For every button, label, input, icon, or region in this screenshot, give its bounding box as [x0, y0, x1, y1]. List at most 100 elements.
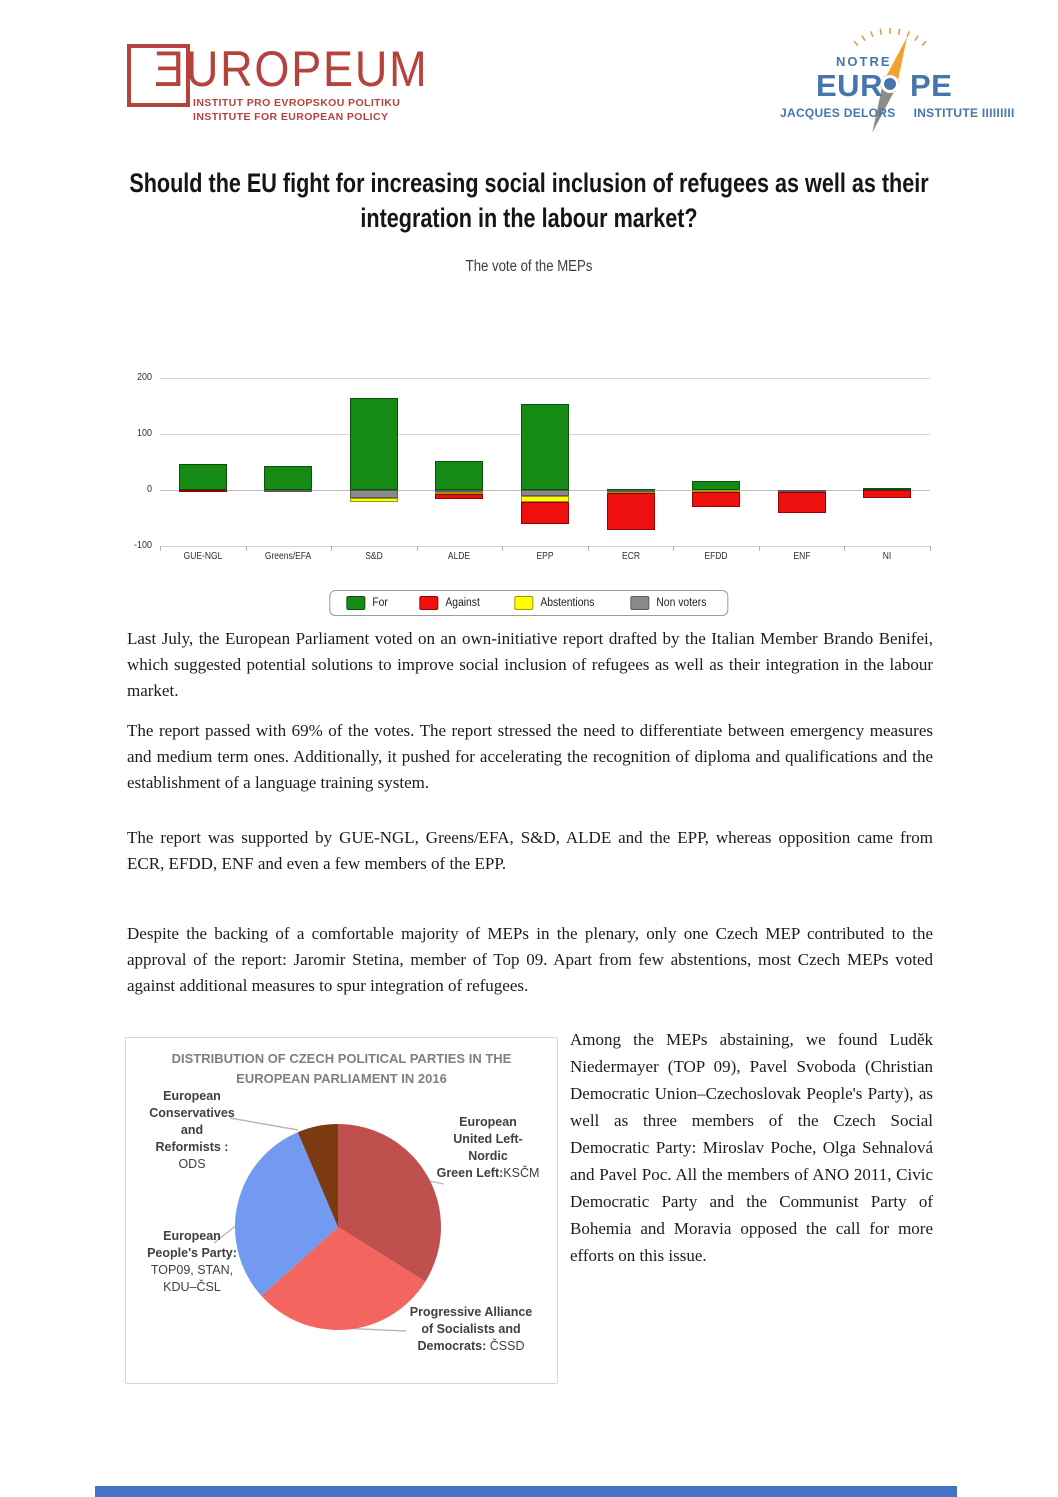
- legend-label-for: For: [372, 597, 388, 609]
- pie-chart: [213, 1117, 445, 1332]
- category-label-NI: NI: [882, 551, 892, 562]
- europeum-wordmark: ƎUROPEUM: [154, 41, 429, 97]
- pie-chart-title: DISTRIBUTION OF CZECH POLITICAL PARTIES …: [126, 1049, 557, 1089]
- pie-slice-TOP09-STAN-KDU-SL: [235, 1132, 338, 1296]
- europe-wordmark-gap: [883, 68, 910, 104]
- bar-segment-against-EFDD: [692, 491, 741, 508]
- pie-chart-box: DISTRIBUTION OF CZECH POLITICAL PARTIES …: [125, 1037, 558, 1384]
- bar-segment-abstentions-EPP: [521, 495, 569, 502]
- legend-label-non-voters: Non voters: [656, 597, 707, 609]
- institute-text: INSTITUTE IIIIIIIII: [913, 106, 1015, 120]
- x-axis-tick: [416, 546, 418, 551]
- pie-label-kscm-party: KSČM: [503, 1166, 540, 1180]
- pie-label-cssd: Progressive Alliance of Socialists and D…: [379, 1304, 563, 1355]
- bar-segment-non-voters-EPP: [521, 490, 569, 496]
- x-axis-tick: [502, 546, 504, 551]
- chart-legend: For Against Abstentions Non voters: [329, 590, 729, 616]
- x-axis-tick: [160, 546, 161, 551]
- y-axis-label-100: 100: [136, 428, 152, 439]
- category-label-Greens/EFA: Greens/EFA: [265, 551, 312, 562]
- bar-segment-non-voters-S&D: [349, 490, 398, 498]
- europeum-subtitle-cz: INSTITUT PRO EVROPSKOU POLITIKU: [193, 97, 401, 109]
- gridline--100: [160, 546, 930, 547]
- jacques-delors-text: JACQUES DELORS: [780, 106, 896, 120]
- pie-label-kscm-group: European United Left- Nordic Green Left:: [436, 1115, 523, 1180]
- notre-europe-logo: NOTRE EUR PE JACQUES DELORS INSTITUTE III…: [780, 28, 1015, 133]
- pie-label-ods: European Conservatives and Reformists : …: [126, 1088, 258, 1173]
- bar-segment-for-EPP: [521, 403, 569, 490]
- bar-chart: For Against Abstentions Non voters 200 10…: [122, 293, 936, 625]
- legend-label-abstentions: Abstentions: [539, 597, 595, 609]
- pie-slice-ODS: [297, 1124, 338, 1227]
- bar-segment-against-ECR: [606, 493, 655, 530]
- category-label-ALDE: ALDE: [448, 551, 471, 562]
- bar-segment-for-ALDE: [435, 460, 484, 490]
- bar-segment-against-GUE-NGL: [178, 490, 227, 492]
- pie-label-ods-group: European Conservatives and Reformists :: [149, 1089, 235, 1154]
- page-title: Should the EU fight for increasing socia…: [129, 168, 929, 233]
- next-page-header-bar: [95, 1486, 957, 1497]
- category-label-GUE-NGL: GUE-NGL: [183, 551, 223, 562]
- bar-segment-non-voters-Greens/EFA: [264, 490, 313, 492]
- bar-segment-for-NI: [863, 488, 912, 491]
- legend-item-against: Against: [419, 596, 484, 610]
- bar-segment-against-NI: [863, 490, 912, 499]
- gridline-200: [160, 378, 930, 379]
- paragraph-4: Despite the backing of a comfortable maj…: [127, 924, 933, 995]
- paragraph-1: Last July, the European Parliament voted…: [127, 629, 933, 700]
- bar-segment-for-S&D: [349, 398, 398, 490]
- paragraph-2: The report passed with 69% of the votes.…: [127, 721, 933, 792]
- europeum-subtitle-en: INSTITUTE FOR EUROPEAN POLICY: [193, 111, 389, 123]
- category-label-ECR: ECR: [621, 551, 640, 562]
- legend-swatch-against: [419, 596, 439, 610]
- x-axis-tick: [587, 546, 589, 551]
- europeum-logo: ƎUROPEUM INSTITUT PRO EVROPSKOU POLITIKU…: [127, 44, 427, 128]
- bar-segment-against-EPP: [521, 501, 569, 525]
- x-axis-tick: [930, 546, 931, 551]
- bar-segment-abstentions-S&D: [349, 497, 398, 503]
- europeum-square-icon: [127, 44, 190, 107]
- legend-swatch-non-voters: [630, 596, 650, 610]
- bar-segment-against-ALDE: [435, 494, 484, 499]
- category-label-EFDD: EFDD: [704, 551, 728, 562]
- pie-label-epp: European People's Party: TOP09, STAN, KD…: [126, 1228, 258, 1296]
- pie-label-kscm: European United Left- Nordic Green Left:…: [426, 1114, 550, 1182]
- legend-item-for: For: [346, 596, 389, 610]
- europe-wordmark-right: PE: [909, 68, 953, 103]
- y-axis-label-0: 0: [146, 484, 152, 495]
- bar-segment-non-voters-ALDE: [435, 490, 484, 493]
- legend-label-against: Against: [445, 597, 481, 609]
- jacques-delors-institute-label: JACQUES DELORS INSTITUTE IIIIIIIII: [780, 106, 1015, 120]
- compass-needle-icon: [853, 28, 927, 133]
- pie-label-ods-party: ODS: [178, 1157, 206, 1171]
- legend-swatch-abstentions: [513, 596, 533, 610]
- paragraph-3: The report was supported by GUE-NGL, Gre…: [127, 828, 933, 873]
- pie-chart-title-text: DISTRIBUTION OF CZECH POLITICAL PARTIES …: [171, 1051, 512, 1086]
- category-label-ENF: ENF: [793, 551, 811, 562]
- y-axis-label--100: -100: [133, 540, 152, 551]
- legend-swatch-for: [346, 596, 366, 610]
- legend-item-non-voters: Non voters: [630, 596, 712, 610]
- pie-label-cssd-group: Progressive Alliance of Socialists and D…: [409, 1305, 533, 1353]
- pie-label-cssd-party: ČSSD: [486, 1339, 525, 1353]
- x-axis-tick: [245, 546, 247, 551]
- y-axis-label-200: 200: [136, 372, 152, 383]
- pie-slice-KS-M: [338, 1124, 441, 1282]
- europe-wordmark-left: EUR: [816, 68, 883, 103]
- legend-item-abstentions: Abstentions: [513, 596, 600, 610]
- pie-label-epp-group: European People's Party:: [147, 1229, 237, 1260]
- page-subtitle: The vote of the MEPs: [465, 258, 593, 275]
- bar-segment-abstentions-ALDE: [435, 492, 484, 495]
- bar-segment-against-ENF: [777, 491, 826, 513]
- x-axis-tick: [844, 546, 846, 551]
- europe-wordmark: EUR PE: [816, 68, 952, 104]
- bar-segment-for-Greens/EFA: [264, 465, 313, 490]
- side-paragraph: Among the MEPs abstaining, we found Ludě…: [570, 1030, 933, 1265]
- x-axis-tick: [758, 546, 760, 551]
- category-label-EPP: EPP: [536, 551, 554, 562]
- bar-segment-for-EFDD: [692, 481, 741, 490]
- pie-slice--SSD: [261, 1227, 426, 1330]
- category-label-S&D: S&D: [365, 551, 383, 562]
- x-axis-tick: [331, 546, 333, 551]
